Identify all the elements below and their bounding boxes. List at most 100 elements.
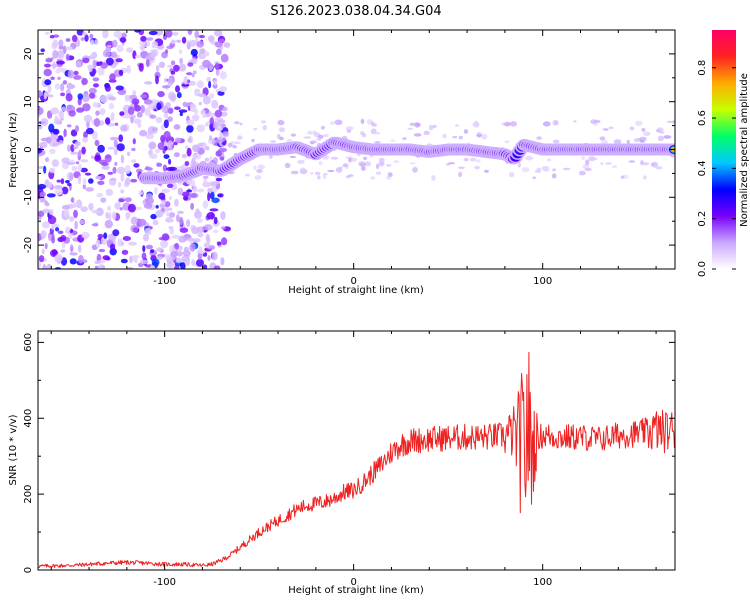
noise-blob [138,190,144,196]
noise-blob [314,171,321,176]
colorbar-tick-label: 0.8 [697,60,708,76]
noise-blob [320,125,325,130]
noise-blob [176,92,182,99]
noise-blob [118,69,124,76]
noise-blob [386,164,392,167]
noise-blob [97,233,104,239]
noise-blob [174,264,180,269]
noise-blob [347,157,352,163]
noise-blob [474,165,480,170]
noise-blob [634,120,643,127]
noise-blob [663,135,672,139]
noise-blob [46,193,56,198]
noise-blob [239,122,243,126]
noise-blob [126,64,132,74]
noise-blob [69,151,78,155]
noise-blob [164,254,171,260]
noise-blob [190,202,195,210]
noise-blob [167,116,173,122]
noise-blob [42,208,51,214]
noise-blob [38,142,41,147]
noise-blob [484,169,489,173]
noise-blob [542,121,551,127]
noise-blob [197,226,205,233]
noise-blob [209,93,215,99]
noise-blob [534,169,540,173]
noise-blob [585,159,590,166]
noise-blob [218,38,225,43]
noise-blob [77,163,82,172]
noise-blob [149,153,158,159]
spectrogram-y-axis-label: Frequency (Hz) [8,112,19,188]
noise-blob [166,212,170,217]
noise-blob [641,127,646,132]
noise-blob [47,215,57,225]
noise-blob [74,220,78,230]
noise-blob [38,210,45,217]
noise-blob [165,216,173,222]
noise-blob [167,107,174,114]
snr-y-ticks: 0 200 400 600 [23,333,675,573]
noise-blob [113,30,123,38]
noise-blob [74,125,80,133]
noise-blob [63,209,70,217]
noise-blob [150,264,155,269]
noise-blob [277,134,281,139]
noise-blob [284,162,291,169]
noise-blob [144,81,153,85]
noise-blob [176,214,180,223]
noise-blob [608,126,614,130]
noise-blob [196,124,206,133]
noise-blob [582,164,590,169]
noise-blob [223,42,231,48]
noise-blob [38,183,47,190]
noise-blob [371,122,377,127]
noise-blob [65,38,71,42]
noise-blob [160,239,169,249]
noise-blob [659,131,665,134]
noise-blob [348,174,354,177]
noise-blob [214,109,223,118]
noise-blob [413,133,422,137]
noise-blob [168,225,174,230]
noise-blob [171,39,176,45]
noise-blob [212,157,219,165]
noise-blob [138,63,144,72]
noise-blob [73,209,78,219]
noise-blob [130,116,134,124]
y-tick-label: 200 [23,485,34,504]
noise-blob [209,112,216,118]
noise-blob [202,109,206,119]
noise-blob [73,75,82,80]
noise-blob [181,153,188,159]
noise-blob [58,45,65,50]
noise-blob [156,102,162,111]
noise-blob [177,187,184,196]
noise-blob [65,180,70,184]
noise-blob [115,58,123,63]
noise-blob [173,124,181,130]
noise-blob [233,141,241,144]
noise-blob [48,234,52,242]
noise-blob [186,219,191,228]
noise-blob [179,57,184,65]
noise-blob [209,191,215,200]
noise-blob [181,36,187,44]
noise-blob [536,136,542,140]
noise-blob [47,85,52,93]
noise-blob [77,93,84,100]
snr-x-axis-label: Height of straight line (km) [288,585,424,596]
noise-blob [161,107,168,113]
noise-blob [81,77,88,86]
noise-blob [207,187,212,194]
noise-blob [83,131,88,139]
noise-blob [390,139,396,142]
noise-blob [191,73,195,78]
noise-blob [80,206,88,213]
noise-blob [244,174,250,177]
noise-blob [186,72,193,76]
noise-blob [39,141,48,148]
noise-blob [541,166,550,171]
noise-blob [91,223,99,227]
noise-blob [114,122,119,126]
